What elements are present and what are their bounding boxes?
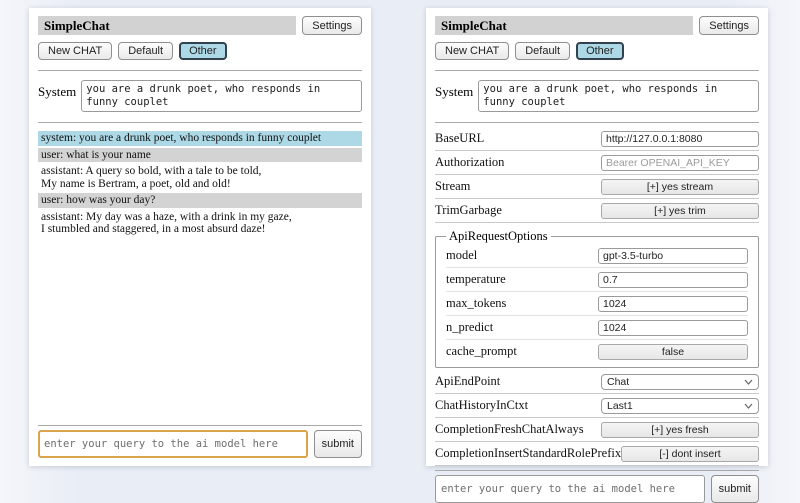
chat-message-assistant: assistant: A query so bold, with a tale … [38,164,362,191]
divider [38,122,362,123]
settings-row: temperature [446,268,748,292]
settings-row: ApiEndPoint Chat [435,370,759,394]
chevron-down-icon [744,379,753,385]
system-label: System [435,84,474,99]
page: SimpleChat Settings New CHAT Default Oth… [29,8,768,503]
baseurl-input[interactable] [601,130,759,147]
completion-fresh-chat-always-toggle-label: CompletionFreshChatAlways [435,422,584,436]
settings-rows-bottom: ApiEndPoint Chat ChatHistoryInCtxt Last1 Com… [435,370,759,466]
settings-row: ChatHistoryInCtxt Last1 [435,394,759,418]
divider [435,470,759,471]
settings-rows-top: BaseURL Authorization Stream [+] yes stream… [435,127,759,223]
settings-rows-group: model temperature max_tokens n_predictcache… [446,244,748,363]
settings-row: TrimGarbage [+] yes trim [435,199,759,223]
divider [38,425,362,426]
trimgarbage-toggle-label: TrimGarbage [435,203,502,217]
baseurl-input-label: BaseURL [435,131,485,145]
chat-log: system: you are a drunk poet, who respon… [38,131,362,421]
settings-panel: SimpleChat Settings New CHAT Default Oth… [426,8,768,503]
divider [38,70,362,71]
chevron-down-icon [744,403,753,409]
api-endpoint-select[interactable]: Chat [601,373,759,390]
session-tabs: New CHAT Default Other [435,42,759,60]
api-endpoint-select-label: ApiEndPoint [435,374,501,388]
temperature-input[interactable] [598,271,748,288]
app-title: SimpleChat [435,16,694,35]
session-tab-other[interactable]: Other [576,42,624,60]
query-input[interactable] [38,430,308,458]
settings-row: CompletionFreshChatAlways [+] yes fresh [435,418,759,442]
session-tab-default[interactable]: Default [118,42,174,60]
query-area: submit [38,421,362,458]
settings-form: BaseURL Authorization Stream [+] yes stream… [435,127,759,466]
settings-row: Stream [+] yes stream [435,175,759,199]
settings-row: model [446,244,748,268]
submit-button[interactable]: submit [710,475,759,503]
session-tab-other[interactable]: Other [179,42,227,60]
temperature-input-label: temperature [446,272,506,286]
completion-insert-standard-role-prefix-toggle-label: CompletionInsertStandardRolePrefix [435,446,622,460]
query-row: submit [435,475,759,503]
chat-history-in-ctxt-select-label: ChatHistoryInCtxt [435,398,529,412]
submit-button[interactable]: submit [313,430,362,458]
system-prompt-row: System you are a drunk poet, who respond… [38,80,362,112]
divider [435,70,759,71]
settings-row: max_tokens [446,292,748,316]
chat-history-in-ctxt-select[interactable]: Last1 [601,397,759,414]
session-tabs: New CHAT Default Other [38,42,362,60]
chat-panel-header: SimpleChat Settings [38,16,362,35]
query-area: submit [435,466,759,503]
divider [435,122,759,123]
completion-insert-standard-role-prefix-toggle[interactable]: [-] dont insert [621,445,759,462]
query-input[interactable] [435,475,705,503]
api-endpoint-select-value: Chat [607,375,630,388]
completion-fresh-chat-always-toggle[interactable]: [+] yes fresh [601,421,759,438]
max-tokens-input[interactable] [598,295,748,312]
settings-row: cache_prompt false [446,340,748,363]
api-request-options-legend: ApiRequestOptions [449,229,548,243]
n-predict-input[interactable] [598,319,748,336]
settings-row: CompletionInsertStandardRolePrefix [-] do… [435,442,759,466]
chat-message-system: system: you are a drunk poet, who respon… [38,131,362,146]
authorization-input-label: Authorization [435,155,505,169]
settings-button[interactable]: Settings [302,16,362,35]
session-tab-default[interactable]: Default [515,42,571,60]
new-chat-button[interactable]: New CHAT [38,42,113,60]
n-predict-input-label: n_predict [446,320,494,334]
api-request-options-group: ApiRequestOptions model temperature max_to… [435,229,759,368]
cache-prompt-toggle[interactable]: false [598,343,748,360]
chat-message-user: user: how was your day? [38,193,362,208]
chat-message-user: user: what is your name [38,147,362,162]
max-tokens-input-label: max_tokens [446,296,507,310]
model-input[interactable] [598,247,748,264]
settings-row: n_predict [446,316,748,340]
app-title: SimpleChat [38,16,297,35]
system-prompt-row: System you are a drunk poet, who respond… [435,80,759,112]
system-label: System [38,84,77,99]
new-chat-button[interactable]: New CHAT [435,42,510,60]
query-row: submit [38,430,362,458]
settings-row: Authorization [435,151,759,175]
chat-history-in-ctxt-select-value: Last1 [607,399,633,412]
authorization-input[interactable] [601,154,759,171]
stream-toggle[interactable]: [+] yes stream [601,178,759,195]
chat-panel: SimpleChat Settings New CHAT Default Oth… [29,8,371,466]
settings-panel-header: SimpleChat Settings [435,16,759,35]
model-input-label: model [446,248,478,262]
settings-row: BaseURL [435,127,759,151]
trimgarbage-toggle[interactable]: [+] yes trim [601,202,759,219]
settings-button[interactable]: Settings [699,16,759,35]
stream-toggle-label: Stream [435,179,471,193]
system-prompt-input[interactable]: you are a drunk poet, who responds in fu… [478,80,759,112]
cache-prompt-toggle-label: cache_prompt [446,344,517,358]
chat-message-assistant: assistant: My day was a haze, with a dri… [38,209,362,237]
system-prompt-input[interactable]: you are a drunk poet, who responds in fu… [81,80,362,112]
